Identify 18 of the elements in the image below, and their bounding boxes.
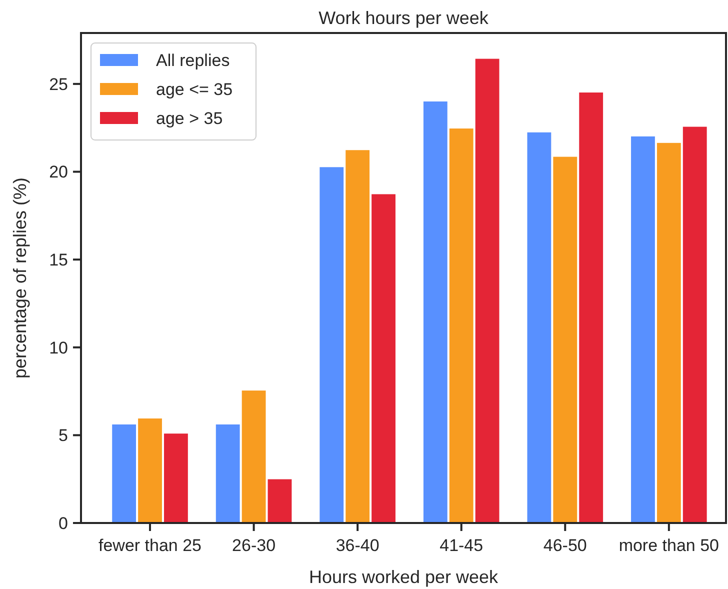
legend-label: age > 35: [156, 108, 223, 128]
y-tick-label: 20: [49, 162, 68, 182]
y-axis-title: percentage of replies (%): [10, 177, 30, 379]
y-tick-label: 25: [49, 74, 68, 94]
x-tick-label: 46-50: [543, 536, 587, 555]
x-tick-label: more than 50: [618, 536, 720, 555]
x-tick-label: 36-40: [336, 536, 380, 555]
x-tick-label: 26-30: [232, 536, 276, 555]
x-axis-title: Hours worked per week: [308, 567, 500, 587]
y-tick-label: 5: [58, 426, 68, 446]
x-tick-label: 41-45: [440, 536, 484, 555]
y-tick-label: 0: [58, 514, 68, 533]
legend-label: All replies: [156, 50, 230, 70]
x-tick-label: fewer than 25: [98, 536, 202, 555]
legend-label: age <= 35: [156, 80, 233, 99]
y-tick-label: 15: [49, 250, 68, 270]
chart-title: Work hours per week: [318, 8, 490, 28]
y-tick-label: 10: [49, 338, 68, 358]
